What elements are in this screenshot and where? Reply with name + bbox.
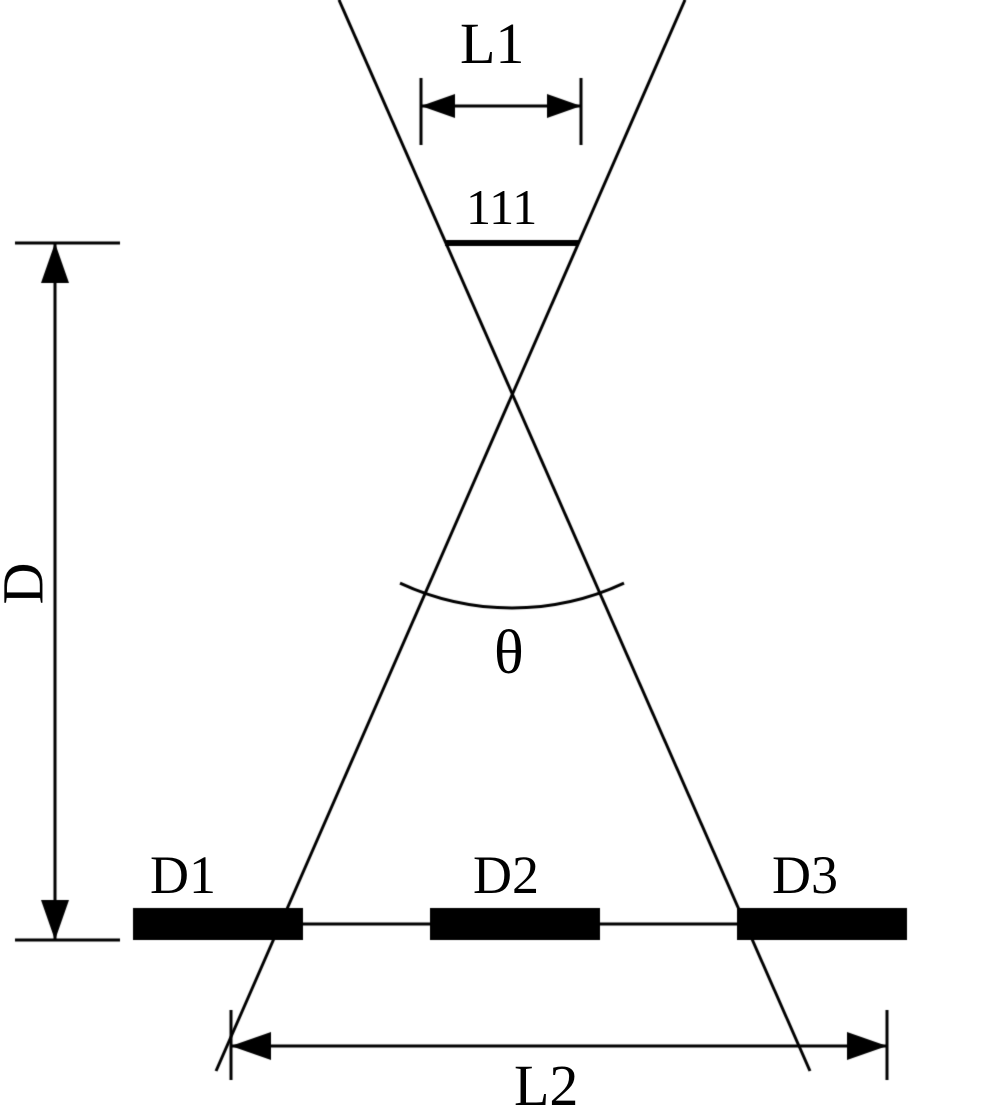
label-111: 111 — [466, 178, 537, 236]
diagram-canvas — [0, 0, 997, 1116]
label-D1: D1 — [150, 844, 216, 906]
label-D2: D2 — [473, 844, 539, 906]
label-D3: D3 — [772, 844, 838, 906]
label-theta: θ — [494, 618, 524, 689]
label-L1: L1 — [460, 10, 524, 77]
label-L2: L2 — [514, 1052, 578, 1119]
label-D: D — [0, 563, 56, 605]
